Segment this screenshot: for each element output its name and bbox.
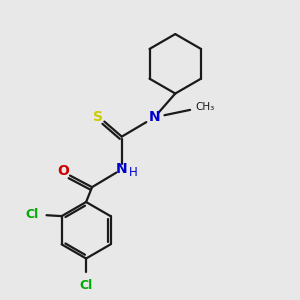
Text: N: N [116,162,128,176]
Text: Cl: Cl [25,208,38,220]
Text: Cl: Cl [80,279,93,292]
Text: O: O [57,164,69,178]
Text: S: S [93,110,103,124]
Text: H: H [129,167,137,179]
Text: N: N [148,110,160,124]
Text: CH₃: CH₃ [196,103,215,112]
